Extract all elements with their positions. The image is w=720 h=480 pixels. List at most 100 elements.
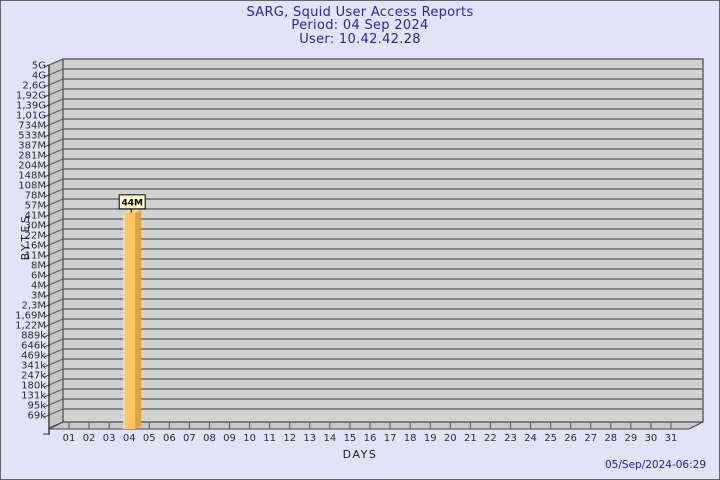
generated-timestamp: 05/Sep/2024-06:29 [605, 459, 706, 471]
y-wall-tick [48, 148, 64, 156]
y-tick-label: 1,69M [15, 311, 46, 322]
y-wall-tick [48, 278, 64, 286]
y-tick-label: 95k [27, 401, 46, 412]
y-wall-tick [48, 378, 64, 386]
y-wall-tick [48, 158, 64, 166]
x-tick-label: 25 [544, 433, 557, 444]
x-tick-label: 12 [283, 433, 296, 444]
y-tick-label: 69k [27, 411, 46, 422]
bar-top-face [123, 209, 142, 213]
y-tick [43, 394, 50, 398]
x-tick-label: 05 [143, 433, 156, 444]
y-wall-tick [48, 288, 64, 296]
y-wall-tick [48, 118, 64, 126]
y-tick-label: 3M [31, 291, 46, 302]
y-tick-label: 8M [31, 261, 46, 272]
x-tick-label: 20 [444, 433, 457, 444]
y-wall-tick [48, 228, 64, 236]
y-tick-label: 734M [18, 121, 46, 132]
y-wall-tick [48, 308, 64, 316]
y-wall-tick [48, 348, 64, 356]
y-tick [43, 74, 50, 78]
y-wall-tick [48, 68, 64, 76]
x-tick-label: 14 [324, 433, 337, 444]
y-tick-label: 341k [21, 361, 46, 372]
x-tick-label: 06 [163, 433, 176, 444]
y-tick-label: 57M [25, 201, 46, 212]
bar-side-face [135, 209, 142, 429]
y-tick [43, 284, 50, 288]
x-tick-label: 24 [524, 433, 537, 444]
y-tick-label: 1,39G [16, 101, 46, 112]
x-tick-label: 03 [103, 433, 116, 444]
chart-title: SARG, Squid User Access Reports [246, 5, 474, 20]
y-tick-label: 11M [25, 251, 46, 262]
y-axis-label: BYTES [19, 214, 32, 261]
y-wall-tick [48, 298, 64, 306]
y-tick-label: 78M [25, 191, 46, 202]
plot-floor [48, 421, 704, 430]
y-tick [43, 194, 50, 198]
y-tick-label: 2,6G [22, 81, 46, 92]
x-tick-label: 29 [625, 433, 638, 444]
y-tick [43, 94, 50, 98]
y-tick [43, 334, 50, 338]
y-tick-label: 6M [31, 271, 46, 282]
x-tick-label: 10 [243, 433, 256, 444]
y-tick [43, 224, 50, 228]
y-tick-label: 469k [21, 351, 46, 362]
y-tick [43, 174, 50, 178]
y-wall-tick [48, 208, 64, 216]
y-wall-tick [48, 328, 64, 336]
x-tick-label: 22 [484, 433, 497, 444]
y-tick-label: 204M [18, 161, 46, 172]
x-tick-label: 08 [203, 433, 216, 444]
y-wall-tick [48, 388, 64, 396]
y-wall-tick [48, 178, 64, 186]
y-tick [43, 244, 50, 248]
y-wall-tick [48, 268, 64, 276]
x-tick-label: 16 [364, 433, 377, 444]
y-tick [43, 214, 50, 218]
y-wall-tick [48, 358, 64, 366]
y-wall-tick [48, 138, 64, 146]
x-tick-label: 18 [404, 433, 417, 444]
y-tick [43, 354, 50, 358]
y-wall-tick [48, 248, 64, 256]
x-tick-label: 11 [263, 433, 276, 444]
y-wall-tick [48, 128, 64, 136]
y-tick-label: 4M [31, 281, 46, 292]
y-tick-label: 646k [21, 341, 46, 352]
y-tick [43, 204, 50, 208]
y-tick-label: 4G [32, 71, 46, 82]
y-wall-tick [48, 408, 64, 416]
y-tick-label: 30M [25, 221, 46, 232]
y-wall-tick [48, 318, 64, 326]
y-tick [43, 234, 50, 238]
bar [123, 212, 136, 429]
x-tick-label: 19 [424, 433, 437, 444]
y-tick [43, 124, 50, 128]
y-wall-tick [48, 258, 64, 266]
y-tick [43, 314, 50, 318]
y-tick-label: 387M [18, 141, 46, 152]
chart-title-block: SARG, Squid User Access Reports Period: … [1, 5, 719, 47]
y-wall-tick [48, 168, 64, 176]
y-tick-label: 247k [21, 371, 46, 382]
y-wall-tick [48, 78, 64, 86]
y-tick [43, 104, 50, 108]
chart-period: Period: 04 Sep 2024 [291, 18, 429, 34]
bar-value-label: 44M [121, 198, 143, 208]
x-tick-label: 09 [223, 433, 236, 444]
y-tick [43, 414, 50, 418]
plot-back-wall [62, 58, 704, 423]
y-tick-label: 148M [18, 171, 46, 182]
y-tick-label: 889k [21, 331, 46, 342]
x-tick-label: 30 [645, 433, 658, 444]
y-tick [43, 324, 50, 328]
x-tick-label: 23 [504, 433, 517, 444]
x-tick-label: 17 [384, 433, 397, 444]
y-wall-tick [48, 88, 64, 96]
